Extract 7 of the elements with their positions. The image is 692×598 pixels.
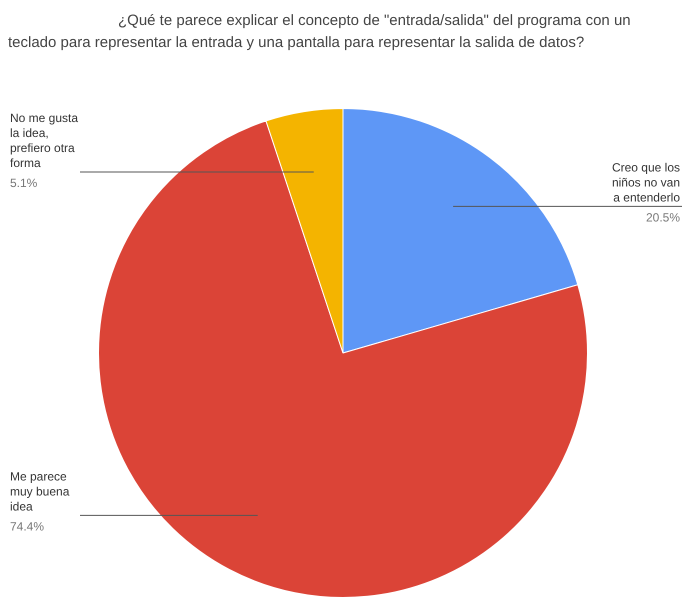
data-label: 5.1% xyxy=(10,176,38,190)
chart-title: ¿Qué te parece explicar el concepto de "entrada/salida" del programa con un teclado para representar la entrada y una pantalla para representar la salida de datos? xyxy=(8,11,632,53)
slice-label: Creo que los niños no van a entenderlo xyxy=(612,160,680,204)
slice-label: No me gusta la idea, prefiero otra forma xyxy=(10,110,78,170)
data-label: 20.5% xyxy=(646,210,680,224)
data-label: 74.4% xyxy=(10,519,44,534)
slice-label: Me parece muy buena idea xyxy=(10,469,70,514)
